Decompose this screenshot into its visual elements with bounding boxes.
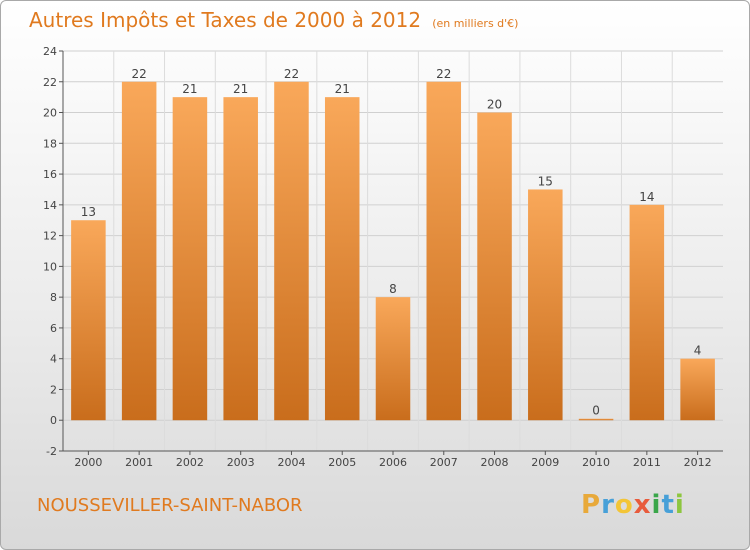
data-label: 22 <box>436 67 451 81</box>
data-label: 21 <box>233 82 248 96</box>
bars <box>71 81 715 421</box>
location-name: NOUSSEVILLER-SAINT-NABOR <box>37 495 303 516</box>
chart-title: Autres Impôts et Taxes de 2000 à 2012 <box>29 8 422 32</box>
logo-letter: r <box>601 490 615 520</box>
data-labels: 13 22 21 21 22 21 8 22 20 15 0 14 4 <box>81 67 702 418</box>
data-label: 21 <box>182 82 197 96</box>
x-tick-label: 2008 <box>481 456 509 469</box>
data-label: 14 <box>639 190 654 204</box>
x-tick-label: 2012 <box>684 456 712 469</box>
data-label: 13 <box>81 205 96 219</box>
y-tick-label: 14 <box>43 199 57 212</box>
x-tick-label: 2001 <box>125 456 153 469</box>
data-label: 20 <box>487 98 502 112</box>
x-tick-label: 2002 <box>176 456 204 469</box>
x-tick-label: 2003 <box>227 456 255 469</box>
logo-letter: t <box>661 490 675 520</box>
y-tick-label: 10 <box>43 260 57 273</box>
bar <box>528 189 563 421</box>
y-tick-label: 2 <box>50 383 57 396</box>
x-tick-label: 2009 <box>531 456 559 469</box>
y-tick-label: 22 <box>43 76 57 89</box>
x-tick-label: 2010 <box>582 456 610 469</box>
data-label: 22 <box>284 67 299 81</box>
bar <box>71 220 106 421</box>
bar <box>375 297 411 421</box>
logo-letter: i <box>651 490 662 520</box>
bar <box>121 81 157 421</box>
data-label: 22 <box>132 67 147 81</box>
x-tick-label: 2011 <box>633 456 661 469</box>
logo-letter: o <box>614 490 634 520</box>
y-tick-label: 20 <box>43 107 57 120</box>
bar <box>477 112 512 421</box>
y-tick-label: 4 <box>50 353 57 366</box>
x-tick-label: 2004 <box>277 456 305 469</box>
y-tick-label: 6 <box>50 322 57 335</box>
y-tick-label: 8 <box>50 291 57 304</box>
logo-letter: i <box>674 490 685 520</box>
proxiti-logo: Proxiti <box>581 490 685 520</box>
data-label: 8 <box>389 282 397 296</box>
bar <box>274 81 309 421</box>
y-tick-label: 16 <box>43 168 57 181</box>
y-tick-label: -2 <box>46 445 57 458</box>
x-tick-label: 2000 <box>74 456 102 469</box>
y-tick-label: 12 <box>43 230 57 243</box>
bar <box>629 204 665 421</box>
data-label: 0 <box>592 404 600 418</box>
bar <box>578 418 614 421</box>
y-tick-label: 18 <box>43 137 57 150</box>
x-tick-label: 2005 <box>328 456 356 469</box>
y-tick-label: 24 <box>43 45 57 58</box>
logo-letter: x <box>633 490 652 520</box>
chart-subtitle: (en milliers d'€) <box>432 17 519 30</box>
data-label: 15 <box>538 174 553 188</box>
bar <box>223 97 258 421</box>
logo-letter: P <box>581 490 602 520</box>
y-tick-label: 0 <box>50 414 57 427</box>
bar <box>324 97 360 421</box>
title-row: Autres Impôts et Taxes de 2000 à 2012 (e… <box>29 8 518 32</box>
x-tick-label: 2006 <box>379 456 407 469</box>
bar <box>426 81 462 421</box>
bar <box>680 358 715 421</box>
data-label: 21 <box>335 82 350 96</box>
bar <box>172 97 208 421</box>
x-tick-label: 2007 <box>430 456 458 469</box>
data-label: 4 <box>694 344 702 358</box>
